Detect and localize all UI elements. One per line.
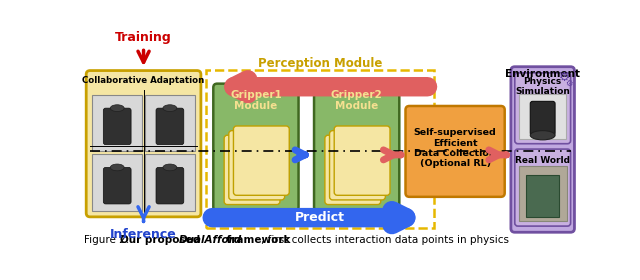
FancyBboxPatch shape (515, 73, 571, 144)
Text: framework: framework (223, 235, 291, 245)
FancyBboxPatch shape (527, 174, 559, 217)
FancyBboxPatch shape (314, 84, 399, 211)
FancyBboxPatch shape (145, 95, 195, 151)
FancyBboxPatch shape (531, 101, 555, 135)
Text: DualAfford: DualAfford (179, 235, 243, 245)
Ellipse shape (163, 105, 177, 111)
Text: ⚙: ⚙ (559, 71, 570, 84)
FancyBboxPatch shape (103, 108, 131, 145)
FancyBboxPatch shape (156, 167, 184, 204)
Text: Self-supervised
Efficient
Data Collection
(Optional RL): Self-supervised Efficient Data Collectio… (413, 128, 497, 169)
Ellipse shape (110, 105, 124, 111)
FancyBboxPatch shape (86, 71, 201, 217)
Text: Perception Module: Perception Module (258, 57, 382, 70)
FancyBboxPatch shape (224, 135, 280, 204)
FancyBboxPatch shape (145, 155, 195, 211)
FancyBboxPatch shape (234, 126, 289, 195)
Text: Real World: Real World (515, 156, 570, 165)
FancyBboxPatch shape (520, 94, 566, 139)
Text: Gripper2
Module: Gripper2 Module (331, 90, 383, 111)
FancyBboxPatch shape (330, 130, 385, 200)
FancyBboxPatch shape (92, 95, 142, 151)
Text: , first collects interaction data points in physics: , first collects interaction data points… (261, 235, 509, 245)
Text: Figure 2:: Figure 2: (84, 235, 132, 245)
FancyBboxPatch shape (334, 126, 390, 195)
Text: Predict: Predict (295, 211, 345, 224)
Ellipse shape (110, 164, 124, 171)
Ellipse shape (531, 130, 555, 140)
Text: Gripper1
Module: Gripper1 Module (230, 90, 282, 111)
FancyBboxPatch shape (515, 149, 571, 226)
FancyBboxPatch shape (103, 167, 131, 204)
FancyBboxPatch shape (92, 155, 142, 211)
FancyBboxPatch shape (406, 106, 505, 197)
FancyBboxPatch shape (229, 130, 285, 200)
Text: Physics
Simulation: Physics Simulation (515, 77, 570, 96)
Text: Collaborative Adaptation: Collaborative Adaptation (83, 76, 205, 85)
Ellipse shape (163, 164, 177, 171)
FancyBboxPatch shape (518, 166, 566, 221)
Text: ⚙: ⚙ (565, 79, 573, 88)
FancyBboxPatch shape (511, 67, 575, 232)
Text: Inference: Inference (110, 228, 177, 241)
Text: Update: Update (294, 80, 345, 93)
Text: Training: Training (115, 31, 172, 44)
Text: Our proposed: Our proposed (120, 235, 204, 245)
FancyBboxPatch shape (156, 108, 184, 145)
FancyBboxPatch shape (325, 135, 381, 204)
Text: Environment: Environment (505, 69, 580, 80)
FancyBboxPatch shape (213, 84, 298, 211)
